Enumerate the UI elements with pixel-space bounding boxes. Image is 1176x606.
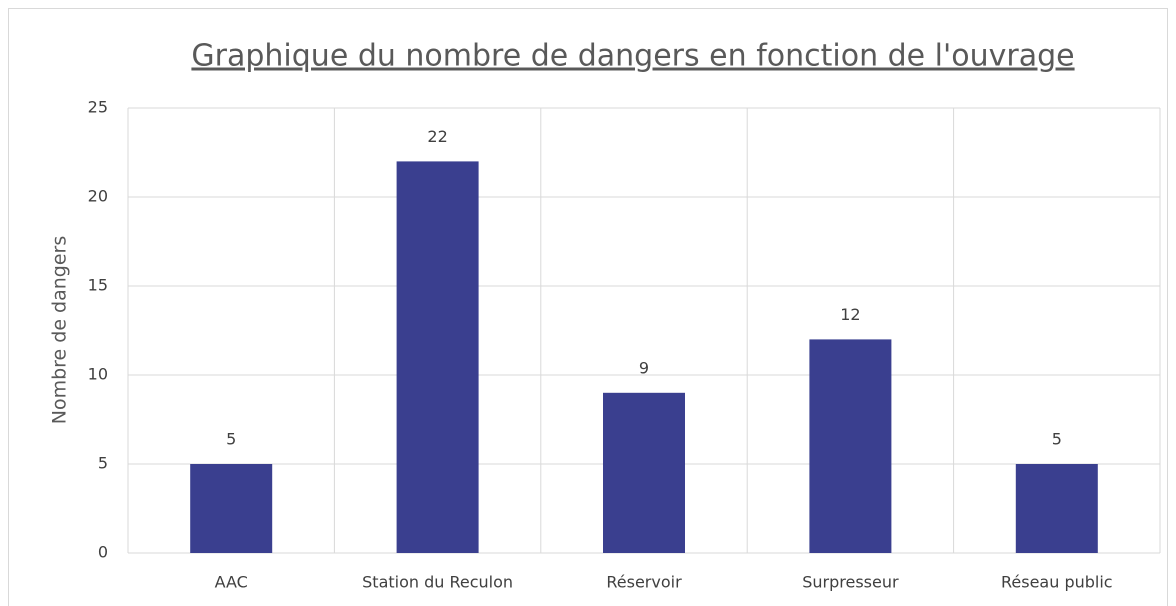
x-tick-label: Réseau public [1001,573,1113,592]
bar [1015,464,1098,553]
y-tick-label: 5 [98,454,108,473]
y-tick-label: 10 [88,365,108,384]
data-label: 5 [226,430,236,449]
x-tick-label: Réservoir [606,573,682,592]
data-label: 22 [427,127,447,146]
data-label: 12 [840,305,860,324]
x-tick-label: Station du Reculon [362,573,513,592]
data-label: 9 [639,358,649,377]
x-tick-label: AAC [215,573,248,592]
bar [603,392,685,553]
y-tick-label: 25 [88,98,108,117]
x-tick-label: Surpresseur [802,573,899,592]
y-axis-label: Nombre de dangers [49,236,71,425]
data-label: 5 [1052,430,1062,449]
chart-frame [8,8,1168,606]
bar [190,464,273,553]
chart-title: Graphique du nombre de dangers en foncti… [191,39,1074,74]
y-tick-label: 20 [88,187,108,206]
y-tick-label: 15 [88,276,108,295]
bar [396,161,479,553]
bar [809,339,892,553]
y-tick-label: 0 [98,543,108,562]
